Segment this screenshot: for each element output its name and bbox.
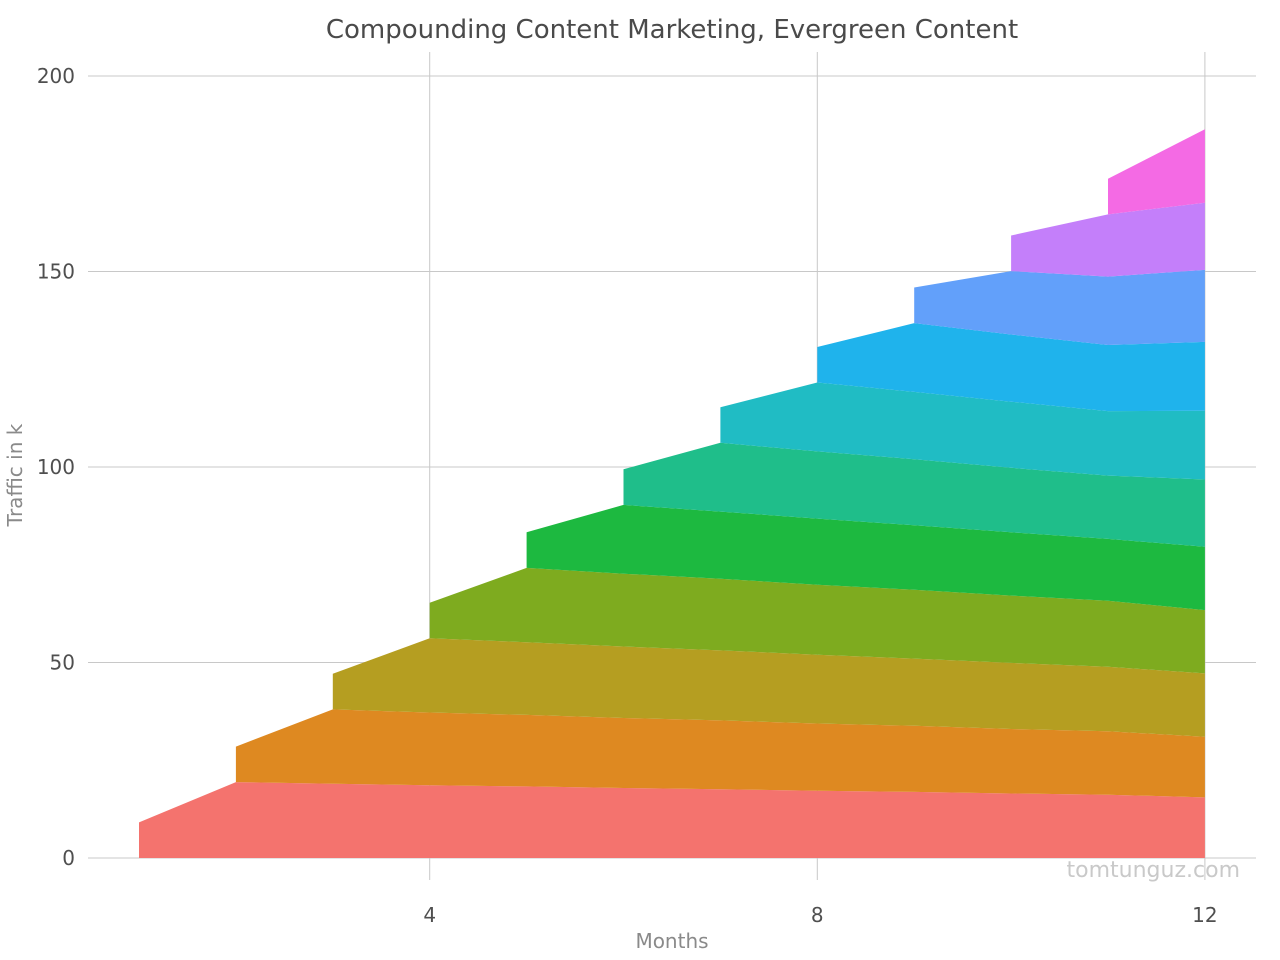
watermark: tomtunguz.com: [1067, 858, 1240, 883]
area-series-8: [817, 323, 1205, 412]
chart-title: Compounding Content Marketing, Evergreen…: [326, 15, 1018, 45]
area-series-5: [526, 504, 1205, 611]
area-series-4: [429, 567, 1205, 674]
x-tick-label: 8: [811, 903, 824, 927]
area-series-3: [332, 638, 1205, 737]
x-tick-label: 4: [423, 903, 436, 927]
area-series-6: [623, 442, 1205, 547]
axis-ticks: 0 50 100 150 200 4 8 12: [37, 64, 1218, 927]
y-tick-label: 100: [37, 455, 75, 479]
x-tick-label: 12: [1192, 903, 1217, 927]
y-axis-label: Traffic in k: [3, 423, 27, 527]
y-tick-label: 150: [37, 260, 75, 284]
area-series-7: [720, 382, 1205, 480]
area-series-11: [1108, 129, 1205, 215]
y-tick-label: 50: [50, 651, 75, 675]
area-series-2: [235, 709, 1205, 798]
y-tick-label: 200: [37, 64, 75, 88]
y-tick-label: 0: [62, 846, 75, 870]
area-series-1: [139, 782, 1205, 858]
area-series-10: [1011, 202, 1205, 277]
area-series-9: [914, 269, 1205, 345]
area-series: [139, 129, 1205, 858]
x-axis-label: Months: [635, 929, 708, 953]
